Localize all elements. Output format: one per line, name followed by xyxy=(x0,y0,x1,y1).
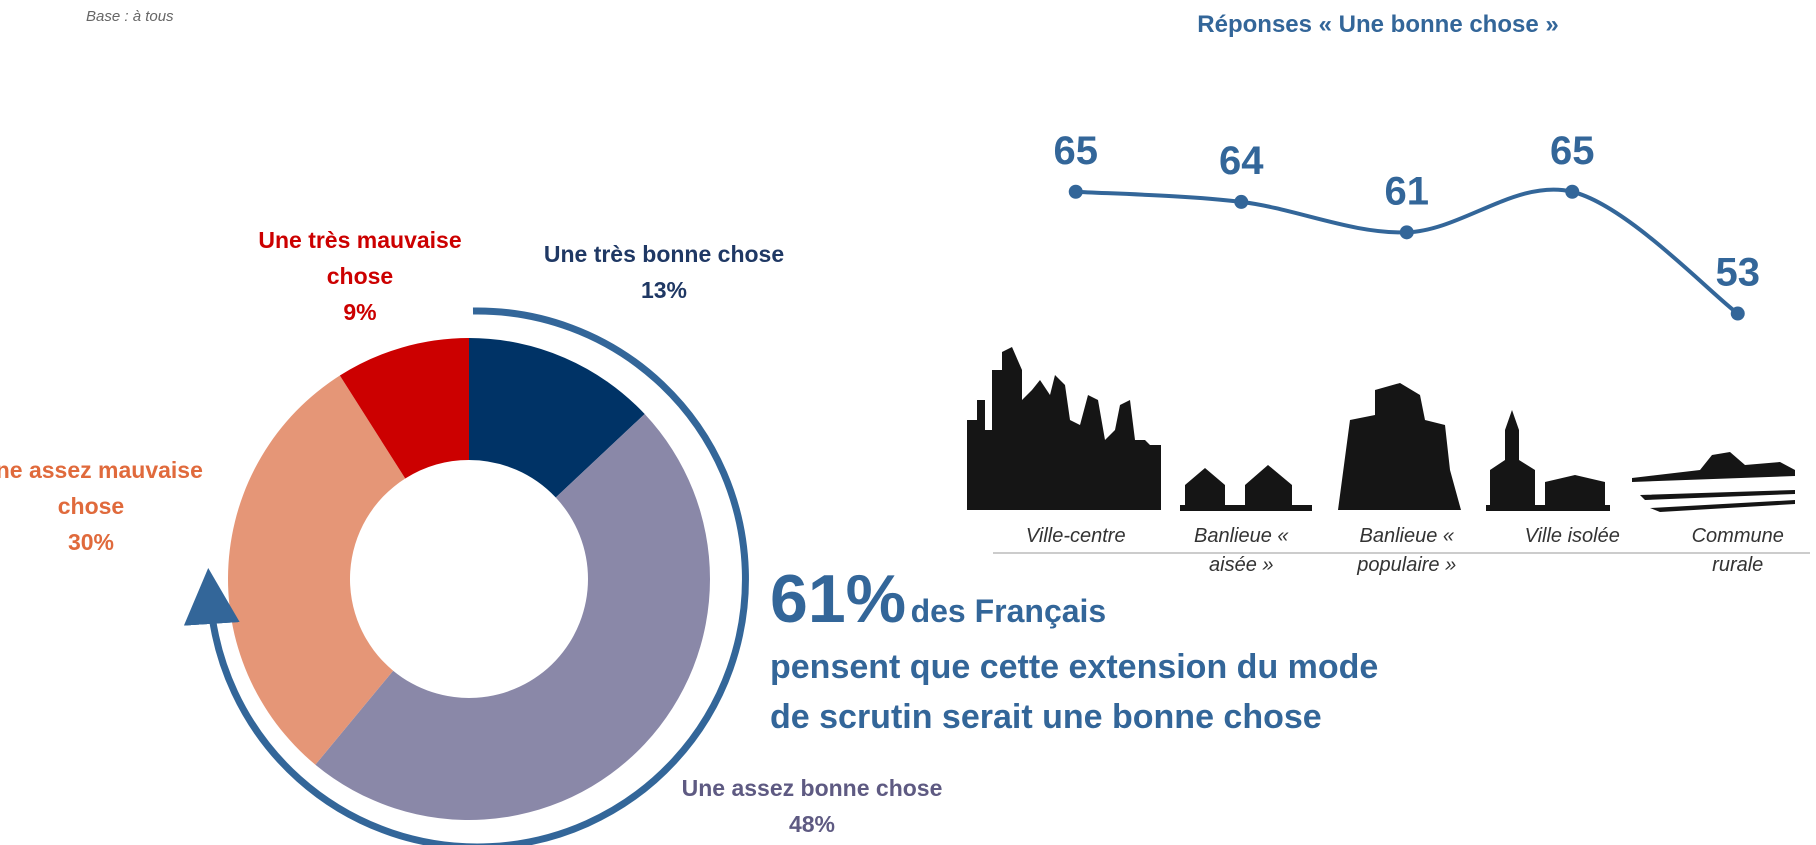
slice-category: Une très bonne chose xyxy=(514,236,814,272)
headline-line: pensent que cette extension du mode xyxy=(770,642,1378,692)
headline-text: des Français xyxy=(911,593,1107,629)
value-label: 53 xyxy=(1716,251,1761,295)
headline-figure: 61% xyxy=(770,561,906,637)
x-tick-label: Banlieue « populaire » xyxy=(1342,522,1472,580)
slice-category: Une assez mauvaise chose xyxy=(0,452,211,524)
slice-value: 9% xyxy=(230,294,490,330)
base-note: Base : à tous xyxy=(86,8,174,25)
point xyxy=(1565,185,1579,199)
x-tick-label: Ville-centre xyxy=(1011,522,1141,551)
slice-category: Une très mauvaise chose xyxy=(230,222,490,294)
slice-value: 30% xyxy=(0,524,211,560)
slice-value: 13% xyxy=(514,272,814,308)
x-tick-label: Ville isolée xyxy=(1507,522,1637,551)
point xyxy=(1234,195,1248,209)
x-tick-label: Commune rurale xyxy=(1673,522,1803,580)
donut xyxy=(228,338,710,820)
page: Réponses « Une bonne chose » 65 64 61 65 53 B… xyxy=(0,0,1816,845)
value-label: 65 xyxy=(1054,129,1099,173)
slice-category: Une assez bonne chose xyxy=(642,770,982,806)
point xyxy=(1731,307,1745,321)
value-label: 61 xyxy=(1385,169,1430,213)
headline: 61% des Français pensent que cette exten… xyxy=(770,560,1378,742)
headline-line: de scrutin serait une bonne chose xyxy=(770,692,1378,742)
slice-value: 48% xyxy=(642,806,982,842)
point xyxy=(1069,185,1083,199)
value-label: 65 xyxy=(1550,129,1595,173)
line-title: Réponses « Une bonne chose » xyxy=(1197,11,1558,38)
icons xyxy=(967,347,1795,512)
value-label: 64 xyxy=(1219,139,1264,183)
x-tick-label: Banlieue « aisée » xyxy=(1176,522,1306,580)
point xyxy=(1400,225,1414,239)
